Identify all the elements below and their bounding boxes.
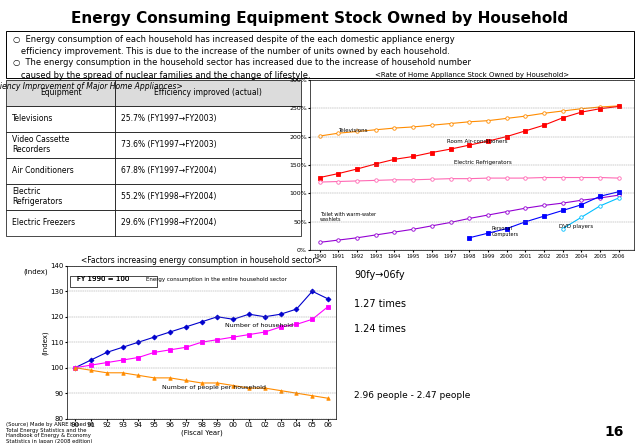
Text: Efficiency improved (actual): Efficiency improved (actual) — [154, 88, 262, 97]
Bar — [6, 132, 115, 158]
Text: 1.24 times: 1.24 times — [355, 324, 406, 334]
Text: Toilet with warm-water
washlets: Toilet with warm-water washlets — [320, 212, 376, 222]
Text: 55.2% (FY1998→FY2004): 55.2% (FY1998→FY2004) — [121, 192, 216, 201]
Bar — [115, 158, 301, 184]
Bar — [70, 276, 157, 288]
X-axis label: (Fiscal Year): (Fiscal Year) — [180, 430, 223, 436]
Text: Energy Consuming Equipment Stock Owned by Household: Energy Consuming Equipment Stock Owned b… — [72, 11, 568, 26]
Text: 16: 16 — [605, 424, 624, 439]
Text: Electric Freezers: Electric Freezers — [12, 218, 76, 227]
Text: Energy consumption in the entire household sector: Energy consumption in the entire househo… — [147, 277, 287, 282]
Text: Televisions: Televisions — [12, 114, 54, 123]
Text: 2.96 people - 2.47 people: 2.96 people - 2.47 people — [355, 391, 471, 400]
Text: ○  Energy consumption of each household has increased despite of the each domest: ○ Energy consumption of each household h… — [13, 35, 454, 44]
Title: <Factors increasing energy consumption in household sector>: <Factors increasing energy consumption i… — [81, 256, 322, 265]
Text: 1.27 times: 1.27 times — [355, 299, 406, 309]
Text: 25.7% (FY1997→FY2003): 25.7% (FY1997→FY2003) — [121, 114, 217, 123]
Text: 29.6% (FY1998→FY2004): 29.6% (FY1998→FY2004) — [121, 218, 216, 227]
Text: Video Cassette
Recorders: Video Cassette Recorders — [12, 135, 70, 155]
Text: 73.6% (FY1997→FY2003): 73.6% (FY1997→FY2003) — [121, 140, 217, 149]
Bar — [6, 184, 115, 210]
Text: Equipment: Equipment — [40, 88, 82, 97]
Text: ○  The energy consumption in the household sector has increased due to the incre: ○ The energy consumption in the househol… — [13, 58, 470, 67]
Text: 90fy→06fy: 90fy→06fy — [355, 270, 405, 280]
Title: <Rate of Home Appliance Stock Owned by Household>: <Rate of Home Appliance Stock Owned by H… — [375, 72, 569, 78]
Bar — [6, 158, 115, 184]
Text: FY 1990 = 100: FY 1990 = 100 — [77, 276, 129, 282]
Text: FY 1990 = 100: FY 1990 = 100 — [77, 276, 129, 282]
Text: (Index): (Index) — [23, 268, 47, 275]
Text: Electric
Refrigerators: Electric Refrigerators — [12, 187, 63, 206]
Text: <Efficiency Improvement of Major Home Appliances>: <Efficiency Improvement of Major Home Ap… — [0, 82, 183, 91]
Text: Electric Refrigerators: Electric Refrigerators — [454, 160, 512, 165]
Text: Number of household: Number of household — [225, 323, 293, 328]
Bar — [115, 210, 301, 236]
Text: caused by the spread of nuclear families and the change of lifestyle.: caused by the spread of nuclear families… — [13, 70, 310, 80]
Bar — [115, 106, 301, 132]
Text: DVD players: DVD players — [559, 224, 593, 229]
Y-axis label: (Index): (Index) — [42, 330, 49, 354]
Bar — [6, 210, 115, 236]
Text: efficiency improvement. This is due to the increase of the number of units owned: efficiency improvement. This is due to t… — [13, 47, 449, 56]
Text: Air Conditioners: Air Conditioners — [12, 166, 74, 175]
Text: Personal
Computers: Personal Computers — [492, 226, 519, 237]
Bar — [115, 184, 301, 210]
Text: 67.8% (FY1997→FY2004): 67.8% (FY1997→FY2004) — [121, 166, 217, 175]
Bar — [115, 132, 301, 158]
Text: Televisions: Televisions — [339, 128, 368, 133]
Text: (Source) Made by ANRE based on
Total Energy Statistics and the
Handbook of Energ: (Source) Made by ANRE based on Total Ene… — [6, 422, 95, 443]
Bar — [6, 80, 115, 106]
Text: Number of people per household: Number of people per household — [162, 385, 266, 390]
Text: Room Air-conditioners: Room Air-conditioners — [447, 139, 508, 144]
Bar — [6, 106, 115, 132]
Bar — [115, 80, 301, 106]
